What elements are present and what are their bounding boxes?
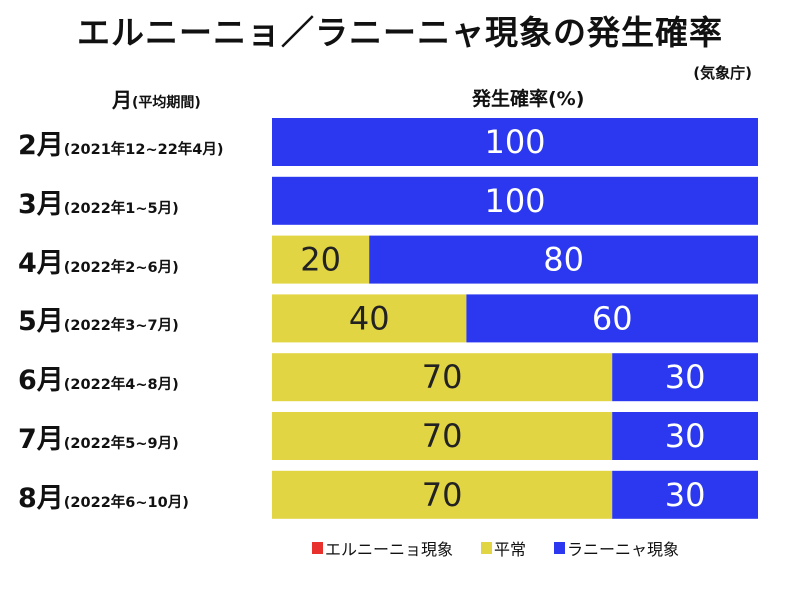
bar-segment <box>369 235 758 284</box>
data-label: 30 <box>665 358 706 396</box>
category-month: 5月 <box>18 306 64 338</box>
bar-segment <box>272 118 758 166</box>
bar-segment <box>466 294 758 343</box>
bar-segment <box>272 353 613 402</box>
category-period: (2022年5~9月) <box>63 436 179 452</box>
data-label: 100 <box>484 123 545 161</box>
category-month: 6月 <box>18 365 64 397</box>
row-axis-label-main: 月 <box>112 88 132 112</box>
value-axis-label: 発生確率(%) <box>472 88 585 110</box>
data-label: 40 <box>349 299 390 337</box>
bar-segment <box>612 412 758 460</box>
bar-segment <box>272 176 758 225</box>
category-month: 4月 <box>18 247 64 279</box>
bar-segment <box>272 412 613 460</box>
legend-swatch <box>481 542 493 554</box>
data-label: 30 <box>665 417 706 455</box>
data-label: 80 <box>543 241 584 279</box>
data-label: 70 <box>422 358 463 396</box>
chart-title: エルニーニョ／ラニーニャ現象の発生確率 <box>77 13 723 52</box>
category-label: 4月(2022年2~6月) <box>18 241 179 280</box>
legend-item: エルニーニョ現象 <box>312 536 453 560</box>
category-month: 8月 <box>18 482 64 514</box>
category-label: 6月(2022年4~8月) <box>18 358 179 397</box>
data-label: 100 <box>484 182 545 220</box>
legend-label: ラニーニャ現象 <box>567 540 680 559</box>
legend-label: 平常 <box>494 540 527 559</box>
data-label: 60 <box>592 299 633 337</box>
category-label: 7月(2022年5~9月) <box>18 417 179 456</box>
category-label: 8月(2022年6~10月) <box>18 476 189 515</box>
bar-segment <box>272 235 370 284</box>
category-month: 3月 <box>18 188 64 220</box>
row-axis-label-sub: (平均期間) <box>132 95 201 111</box>
category-period: (2022年2~6月) <box>63 259 179 276</box>
data-label: 70 <box>422 476 463 514</box>
category-label: 5月(2022年3~7月) <box>18 299 179 338</box>
source-label: (気象庁) <box>693 64 752 82</box>
category-period: (2022年3~7月) <box>63 318 179 335</box>
data-label: 30 <box>665 476 706 514</box>
data-label: 70 <box>422 417 463 455</box>
legend-item: 平常 <box>481 536 526 560</box>
bar-segment <box>272 470 613 519</box>
category-period: (2022年4~8月) <box>63 377 179 394</box>
category-month: 7月 <box>18 424 64 455</box>
legend-label: エルニーニョ現象 <box>325 540 454 559</box>
category-period: (2022年1~5月) <box>63 200 179 217</box>
category-label: 2月(2021年12~22年4月) <box>18 123 224 162</box>
bar-segment <box>272 294 467 343</box>
category-period: (2022年6~10月) <box>63 494 189 511</box>
bar-segment <box>612 353 758 402</box>
category-month: 2月 <box>18 130 64 161</box>
category-period: (2021年12~22年4月) <box>63 142 224 158</box>
legend-item: ラニーニャ現象 <box>554 536 679 560</box>
legend-swatch <box>554 542 566 554</box>
data-label: 20 <box>300 241 341 279</box>
category-label: 3月(2022年1~5月) <box>18 182 179 221</box>
legend: エルニーニョ現象 平常 ラニーニャ現象 <box>312 536 679 560</box>
legend-swatch <box>312 542 323 554</box>
row-axis-label: 月(平均期間) <box>112 84 201 113</box>
bar-segment <box>612 470 758 519</box>
